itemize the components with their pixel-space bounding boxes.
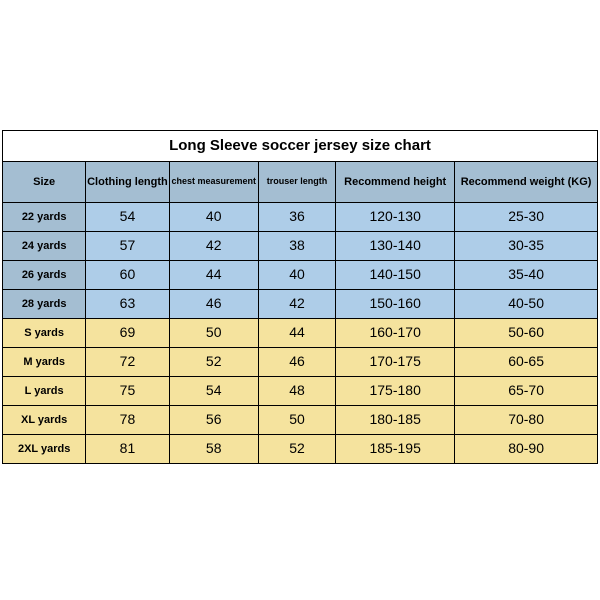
size-cell: 2XL yards bbox=[3, 435, 86, 464]
header-row: SizeClothing lengthchest measurementtrou… bbox=[3, 162, 598, 203]
size-cell: 24 yards bbox=[3, 232, 86, 261]
size-chart-container: Long Sleeve soccer jersey size chart Siz… bbox=[2, 130, 598, 464]
table-row: 24 yards574238130-14030-35 bbox=[3, 232, 598, 261]
value-cell: 75 bbox=[86, 377, 169, 406]
table-row: S yards695044160-17050-60 bbox=[3, 319, 598, 348]
col-header: trouser length bbox=[258, 162, 335, 203]
table-row: M yards725246170-17560-65 bbox=[3, 348, 598, 377]
table-row: 26 yards604440140-15035-40 bbox=[3, 261, 598, 290]
size-cell: S yards bbox=[3, 319, 86, 348]
value-cell: 130-140 bbox=[336, 232, 455, 261]
size-cell: M yards bbox=[3, 348, 86, 377]
value-cell: 40 bbox=[258, 261, 335, 290]
col-header: Recommend weight (KG) bbox=[455, 162, 598, 203]
value-cell: 50-60 bbox=[455, 319, 598, 348]
value-cell: 54 bbox=[169, 377, 258, 406]
value-cell: 160-170 bbox=[336, 319, 455, 348]
value-cell: 57 bbox=[86, 232, 169, 261]
value-cell: 185-195 bbox=[336, 435, 455, 464]
value-cell: 42 bbox=[258, 290, 335, 319]
col-header: Recommend height bbox=[336, 162, 455, 203]
value-cell: 60 bbox=[86, 261, 169, 290]
size-cell: L yards bbox=[3, 377, 86, 406]
value-cell: 150-160 bbox=[336, 290, 455, 319]
table-row: XL yards785650180-18570-80 bbox=[3, 406, 598, 435]
value-cell: 60-65 bbox=[455, 348, 598, 377]
value-cell: 56 bbox=[169, 406, 258, 435]
value-cell: 78 bbox=[86, 406, 169, 435]
value-cell: 52 bbox=[169, 348, 258, 377]
value-cell: 72 bbox=[86, 348, 169, 377]
value-cell: 80-90 bbox=[455, 435, 598, 464]
value-cell: 30-35 bbox=[455, 232, 598, 261]
value-cell: 58 bbox=[169, 435, 258, 464]
value-cell: 69 bbox=[86, 319, 169, 348]
value-cell: 46 bbox=[169, 290, 258, 319]
col-header: Clothing length bbox=[86, 162, 169, 203]
table-row: L yards755448175-18065-70 bbox=[3, 377, 598, 406]
value-cell: 38 bbox=[258, 232, 335, 261]
value-cell: 25-30 bbox=[455, 203, 598, 232]
table-row: 28 yards634642150-16040-50 bbox=[3, 290, 598, 319]
value-cell: 70-80 bbox=[455, 406, 598, 435]
value-cell: 40 bbox=[169, 203, 258, 232]
value-cell: 44 bbox=[169, 261, 258, 290]
value-cell: 120-130 bbox=[336, 203, 455, 232]
value-cell: 36 bbox=[258, 203, 335, 232]
value-cell: 52 bbox=[258, 435, 335, 464]
value-cell: 54 bbox=[86, 203, 169, 232]
size-cell: 28 yards bbox=[3, 290, 86, 319]
value-cell: 63 bbox=[86, 290, 169, 319]
size-cell: 26 yards bbox=[3, 261, 86, 290]
value-cell: 180-185 bbox=[336, 406, 455, 435]
table-row: 22 yards544036120-13025-30 bbox=[3, 203, 598, 232]
value-cell: 40-50 bbox=[455, 290, 598, 319]
value-cell: 140-150 bbox=[336, 261, 455, 290]
value-cell: 81 bbox=[86, 435, 169, 464]
size-cell: 22 yards bbox=[3, 203, 86, 232]
value-cell: 175-180 bbox=[336, 377, 455, 406]
value-cell: 50 bbox=[258, 406, 335, 435]
value-cell: 42 bbox=[169, 232, 258, 261]
size-cell: XL yards bbox=[3, 406, 86, 435]
value-cell: 65-70 bbox=[455, 377, 598, 406]
value-cell: 50 bbox=[169, 319, 258, 348]
col-header: chest measurement bbox=[169, 162, 258, 203]
value-cell: 170-175 bbox=[336, 348, 455, 377]
col-header: Size bbox=[3, 162, 86, 203]
value-cell: 44 bbox=[258, 319, 335, 348]
value-cell: 46 bbox=[258, 348, 335, 377]
value-cell: 48 bbox=[258, 377, 335, 406]
table-title: Long Sleeve soccer jersey size chart bbox=[3, 131, 598, 162]
value-cell: 35-40 bbox=[455, 261, 598, 290]
table-row: 2XL yards815852185-19580-90 bbox=[3, 435, 598, 464]
size-chart-table: Long Sleeve soccer jersey size chart Siz… bbox=[2, 130, 598, 464]
